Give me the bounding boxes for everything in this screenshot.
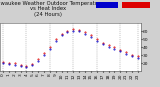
Text: Milwaukee Weather Outdoor Temperature
vs Heat Index
(24 Hours): Milwaukee Weather Outdoor Temperature vs… — [0, 1, 103, 17]
